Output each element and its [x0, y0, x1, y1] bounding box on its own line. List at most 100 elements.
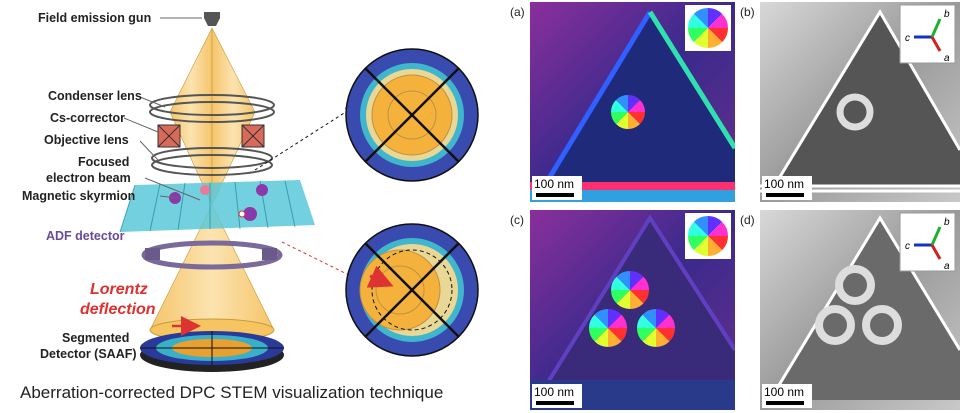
skyrmion: [642, 309, 656, 328]
detector-diagrams-part: [359, 249, 441, 331]
scale-bar-label: 100 nm: [534, 177, 574, 191]
skyrmion: [628, 112, 645, 125]
skyrmion: [608, 328, 627, 342]
microscope-schematic-part: [159, 195, 179, 199]
scale-bar-label: 100 nm: [534, 385, 574, 399]
skyrmion: [628, 112, 641, 129]
axis-label: b: [944, 217, 950, 228]
label: Detector (SAAF): [40, 347, 137, 361]
color-wheel: [708, 28, 723, 48]
skyrmion: [611, 276, 630, 290]
color-wheel: [708, 216, 723, 236]
skyrmion: [589, 328, 608, 342]
skyrmion: [616, 290, 630, 309]
skyrmion: [630, 290, 644, 309]
skyrmion: [628, 99, 645, 112]
microscope-schematic-part: [169, 27, 213, 206]
label: Field emission gun: [38, 11, 151, 25]
color-wheel: [708, 236, 723, 256]
microscope-schematic-part: [238, 210, 246, 218]
microscope-schematic-part: [281, 241, 357, 279]
microscope-schematic-part: [254, 106, 354, 171]
detector-diagrams-part: [366, 265, 394, 288]
axis-label: b: [944, 9, 950, 20]
panel-image-part: [815, 305, 855, 345]
detector-diagrams-part: [375, 265, 425, 315]
microscope-schematic-part: [149, 94, 275, 116]
scale-bar: [766, 193, 804, 197]
skyrmion: [630, 276, 649, 290]
label: Condenser lens: [48, 89, 142, 103]
panel-annotations: (a) 100 nm (b) 100 nm c b a (c) 100 nm (d) 100 nm c…: [510, 4, 956, 408]
label: electron beam: [46, 171, 131, 185]
microscope-schematic-part: [243, 207, 257, 221]
panel-label: (d): [740, 213, 755, 227]
color-wheel: [708, 221, 728, 236]
panel-image-part: [530, 182, 735, 190]
microscope-schematic-part: [151, 154, 273, 176]
microscope-schematic-part: [141, 240, 283, 270]
skyrmion: [616, 271, 630, 290]
microscope-schematic-part: [157, 124, 181, 148]
color-wheel: [688, 221, 708, 236]
skyrmion: [656, 328, 670, 347]
microscope-schematic-part: [144, 177, 201, 201]
color-wheel: [708, 236, 728, 251]
detector-diagrams-part: [364, 67, 460, 163]
microscope-schematic-part: [262, 248, 277, 260]
color-wheel: [693, 216, 708, 236]
panel-image-part: [538, 214, 735, 397]
skyrmion: [630, 271, 644, 290]
panel-image-part: [770, 218, 960, 400]
label: deflection: [80, 301, 156, 318]
label: Objective lens: [44, 133, 129, 147]
microscope-schematic-part: [139, 96, 166, 108]
panel-image-part: [768, 215, 960, 401]
axis-label: a: [944, 261, 950, 272]
panel-image-part: [647, 10, 735, 150]
axis-arrow: [930, 18, 942, 38]
panel-image-part: [862, 305, 902, 345]
microscope-schematic: [119, 12, 357, 372]
microscope-schematic-part: [256, 184, 268, 196]
color-wheel: [708, 8, 723, 28]
panel-label: (a): [510, 5, 525, 19]
skyrmion: [608, 309, 622, 328]
panel-label: (b): [740, 5, 755, 19]
skyrmion: [608, 328, 622, 347]
microscope-schematic-part: [200, 185, 210, 195]
skyrmion: [656, 328, 675, 342]
skyrmion: [611, 99, 628, 112]
axis-arrow: [930, 36, 942, 52]
panel-label: (c): [510, 213, 524, 227]
axis-arrow: [930, 244, 942, 260]
scale-bar: [536, 193, 574, 197]
microscope-schematic-part: [145, 248, 160, 260]
microscope-schematic-part: [139, 140, 159, 161]
skyrmion: [594, 328, 608, 347]
color-wheel: [693, 8, 708, 28]
scale-bar-label: 100 nm: [764, 385, 804, 399]
detector-diagrams-part: [371, 249, 453, 331]
skyrmion: [637, 328, 656, 342]
microscope-schematic-part: [149, 101, 275, 123]
skyrmion: [615, 95, 628, 112]
skyrmion: [611, 112, 628, 125]
panel-image-part: [542, 10, 653, 187]
detector-diagrams-part: [364, 242, 460, 338]
panel-image: [530, 2, 735, 202]
axis-label: c: [905, 241, 910, 252]
label: Segmented: [62, 331, 129, 345]
color-wheel: [693, 236, 708, 256]
skyrmion: [642, 328, 656, 347]
label: Cs-corrector: [50, 111, 125, 125]
color-wheel: [688, 28, 708, 43]
skyrmion: [637, 314, 656, 328]
color-wheel: [708, 28, 728, 43]
axis-label: c: [905, 33, 910, 44]
panel-image-part: [545, 12, 735, 185]
panel-image-part: [836, 93, 874, 131]
microscope-schematic-part: [204, 12, 220, 26]
scale-bar: [766, 401, 804, 405]
